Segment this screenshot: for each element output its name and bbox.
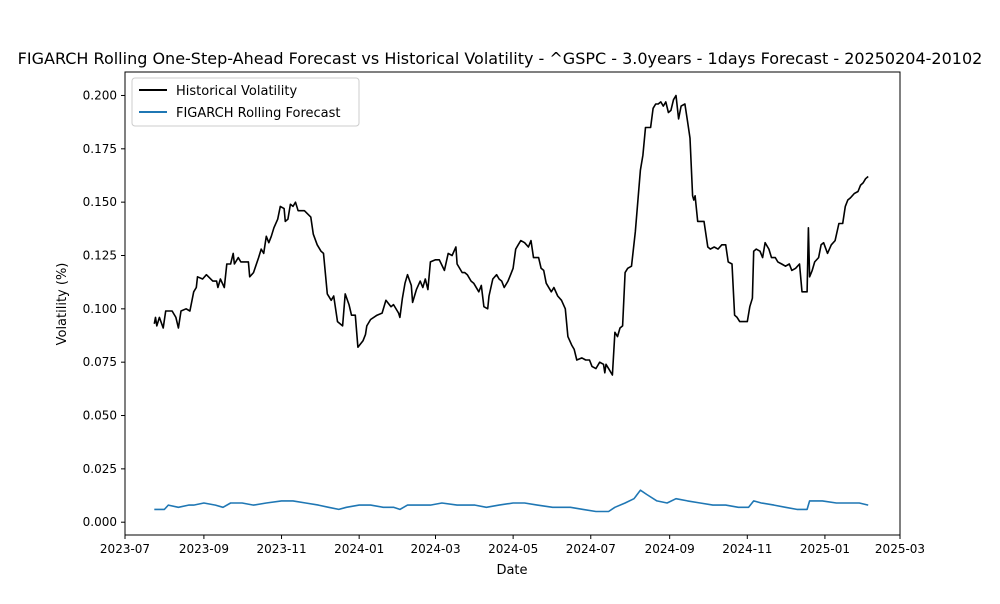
x-tick-label: 2024-09 bbox=[645, 542, 695, 556]
y-tick-label: 0.100 bbox=[83, 302, 117, 316]
y-tick-label: 0.175 bbox=[83, 142, 117, 156]
y-tick-label: 0.050 bbox=[83, 409, 117, 423]
x-tick-label: 2024-05 bbox=[488, 542, 538, 556]
x-tick-label: 2024-01 bbox=[334, 542, 384, 556]
y-tick-label: 0.150 bbox=[83, 195, 117, 209]
x-tick-label: 2025-03 bbox=[875, 542, 925, 556]
chart-title: FIGARCH Rolling One-Step-Ahead Forecast … bbox=[18, 49, 983, 68]
y-tick-label: 0.025 bbox=[83, 462, 117, 476]
y-axis: 0.000 0.025 0.050 0.075 0.100 0.125 0.150 0.175… bbox=[83, 88, 125, 529]
x-tick-label: 2023-09 bbox=[179, 542, 229, 556]
y-axis-label: Volatility (%) bbox=[55, 263, 70, 346]
x-tick-label: 2024-11 bbox=[722, 542, 772, 556]
legend-box bbox=[131, 77, 360, 127]
legend-label-historical: Historical Volatility bbox=[176, 84, 297, 99]
series-layer bbox=[153, 94, 869, 513]
y-tick-label: 0.000 bbox=[83, 515, 117, 529]
x-axis-label: Date bbox=[496, 563, 527, 578]
x-tick-label: 2023-11 bbox=[256, 542, 306, 556]
x-tick-label: 2024-07 bbox=[566, 542, 616, 556]
y-tick-label: 0.200 bbox=[83, 88, 117, 102]
x-tick-label: 2024-03 bbox=[410, 542, 460, 556]
plot-frame bbox=[124, 71, 901, 536]
figarch-forecast-line bbox=[154, 489, 869, 513]
y-tick-label: 0.125 bbox=[83, 248, 117, 262]
x-tick-label: 2025-01 bbox=[800, 542, 850, 556]
x-tick-label: 2023-07 bbox=[100, 542, 150, 556]
y-tick-label: 0.075 bbox=[83, 355, 117, 369]
x-axis: 2023-07 2023-09 2023-11 2024-01 2024-03 2024-… bbox=[100, 535, 925, 556]
legend: Historical Volatility FIGARCH Rolling Fo… bbox=[131, 77, 360, 127]
historical-volatility-line bbox=[153, 94, 869, 376]
legend-label-figarch: FIGARCH Rolling Forecast bbox=[176, 106, 341, 121]
